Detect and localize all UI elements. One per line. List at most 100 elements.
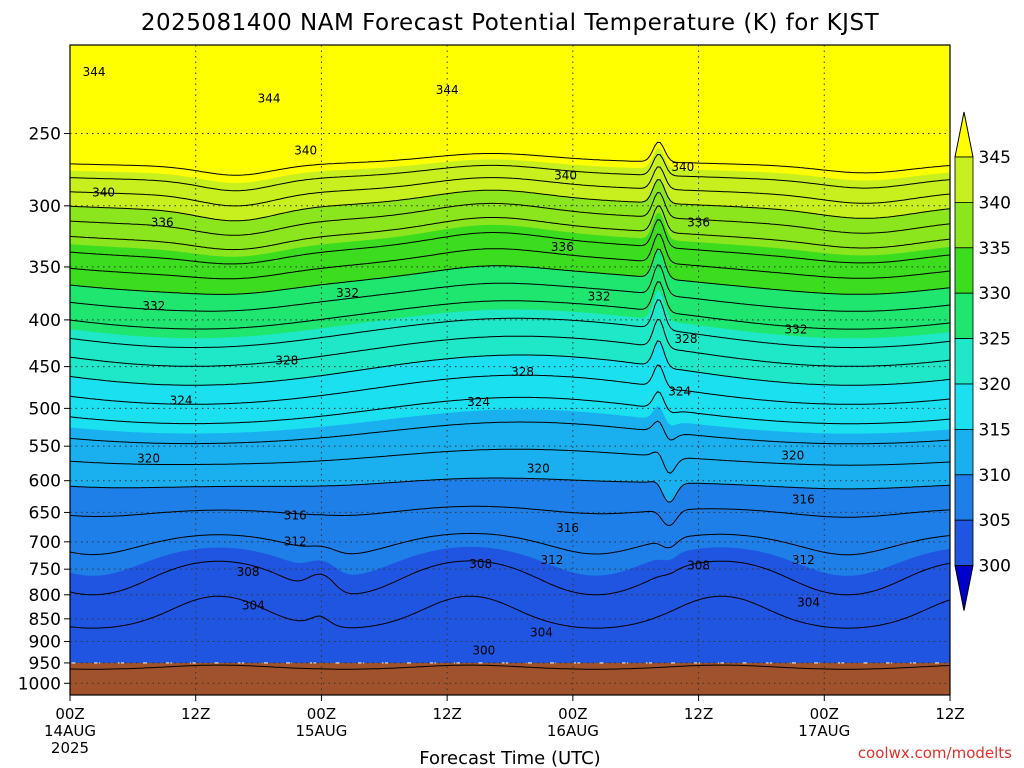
colorbar-label-335: 335	[979, 239, 1011, 259]
colorbar-swatch-305	[954, 474, 974, 521]
contour-label-312: 312	[284, 534, 307, 548]
x-tick-label: 00Z	[810, 705, 839, 723]
y-tick-label-600: 600	[29, 472, 61, 492]
plot-area: 344 344 344 340 340 340 340 336 336 336 332 332 332 3…	[70, 45, 950, 695]
contour-label-344: 344	[258, 92, 281, 106]
contour-label-text: 332	[336, 286, 359, 300]
contour-344	[70, 153, 950, 192]
contour-310	[70, 477, 950, 503]
y-tick-label-500: 500	[29, 399, 61, 419]
contour-label-332: 332	[336, 286, 359, 300]
contour-label-text: 300	[472, 644, 495, 658]
colorbar-swatch-325	[954, 292, 974, 340]
contour-label-text: 344	[83, 65, 106, 79]
y-tick-label-550: 550	[29, 437, 61, 457]
contour-label-text: 344	[258, 92, 281, 106]
contour-label-304: 304	[797, 596, 820, 610]
contour-label-text: 304	[242, 599, 265, 613]
contour-338	[70, 192, 950, 236]
x-tick-label: 00Z	[55, 705, 84, 723]
contour-label-text: 308	[469, 557, 492, 571]
colorbar-swatch-340	[954, 156, 974, 203]
contour-lines	[70, 141, 950, 695]
contour-label-text: 324	[467, 395, 490, 409]
contour-326	[70, 281, 950, 330]
contour-label-text: 328	[511, 365, 534, 379]
contour-328	[70, 264, 950, 312]
contour-label-text: 332	[785, 323, 808, 337]
x-axis-label: Forecast Time (UTC)	[419, 748, 600, 768]
contour-label-324: 324	[668, 384, 691, 398]
contour-label-332: 332	[785, 323, 808, 337]
y-tick-label-350: 350	[29, 258, 61, 278]
contour-label-340: 340	[294, 144, 317, 158]
colorbar-swatch-315	[954, 383, 974, 430]
contour-label-304: 304	[530, 626, 553, 640]
contour-label-328: 328	[275, 353, 298, 367]
contour-label-text: 312	[284, 534, 307, 548]
colorbar-swatch-320	[954, 338, 974, 385]
contour-label-332: 332	[588, 289, 611, 303]
contour-label-336: 336	[551, 240, 574, 254]
contour-308	[70, 505, 950, 526]
colorbar-swatch-335	[954, 201, 974, 249]
contour-label-328: 328	[675, 332, 698, 346]
contour-324	[70, 299, 950, 349]
contour-label-332: 332	[142, 299, 165, 313]
colorbar-swatch-330	[954, 247, 974, 294]
x-tick-label: 12Z	[181, 705, 210, 723]
contour-label-320: 320	[137, 451, 160, 465]
y-tick-label-300: 300	[29, 197, 61, 217]
contour-label-324: 324	[467, 395, 490, 409]
contour-label-text: 320	[781, 448, 804, 462]
y-tick-label-850: 850	[29, 610, 61, 630]
contour-labels: 344 344 344 340 340 340 340 336 336 336 332 332 332 3…	[83, 65, 820, 658]
colorbar-label-345: 345	[979, 148, 1011, 168]
contour-306	[70, 532, 950, 556]
contour-334	[70, 219, 950, 265]
y-tick-label-950: 950	[29, 654, 61, 674]
contour-label-text: 308	[237, 565, 260, 579]
chart-title: 2025081400 NAM Forecast Potential Temper…	[141, 10, 880, 36]
contour-label-text: 332	[142, 299, 165, 313]
contour-label-344: 344	[436, 83, 459, 97]
x-tick-date: 16AUG	[547, 722, 599, 740]
contour-label-308: 308	[237, 565, 260, 579]
contour-label-328: 328	[511, 365, 534, 379]
colorbar-label-310: 310	[979, 466, 1011, 486]
contour-label-text: 324	[668, 384, 691, 398]
contour-342	[70, 166, 950, 207]
contour-label-text: 316	[556, 521, 579, 535]
x-tick-date: 15AUG	[295, 722, 347, 740]
contour-label-text: 312	[792, 553, 815, 567]
contour-label-308: 308	[469, 557, 492, 571]
contour-label-320: 320	[781, 448, 804, 462]
y-tick-label-900: 900	[29, 632, 61, 652]
contour-label-text: 312	[540, 553, 563, 567]
x-tick-date: 14AUG	[44, 722, 96, 740]
contour-label-text: 304	[797, 596, 820, 610]
contour-332	[70, 233, 950, 280]
contour-316	[70, 391, 950, 425]
y-tick-label-750: 750	[29, 560, 61, 580]
contour-label-text: 316	[792, 492, 815, 506]
dotted-grid	[70, 45, 950, 695]
contour-label-308: 308	[687, 558, 710, 572]
contour-320	[70, 340, 950, 386]
y-tick-label-450: 450	[29, 358, 61, 378]
contour-label-text: 316	[284, 508, 307, 522]
contour-label-336: 336	[151, 216, 174, 230]
colorbar-swatch-310	[954, 428, 974, 476]
colorbar-label-330: 330	[979, 284, 1011, 304]
contour-label-312: 312	[540, 553, 563, 567]
contour-314	[70, 420, 950, 445]
contour-302	[70, 595, 950, 629]
contour-300	[70, 664, 950, 670]
contour-label-text: 328	[275, 353, 298, 367]
contour-340	[70, 179, 950, 222]
contour-label-text: 340	[92, 185, 115, 199]
x-tick-label: 12Z	[432, 705, 461, 723]
contour-label-text: 336	[151, 216, 174, 230]
contour-346	[70, 141, 950, 176]
contour-label-316: 316	[284, 508, 307, 522]
